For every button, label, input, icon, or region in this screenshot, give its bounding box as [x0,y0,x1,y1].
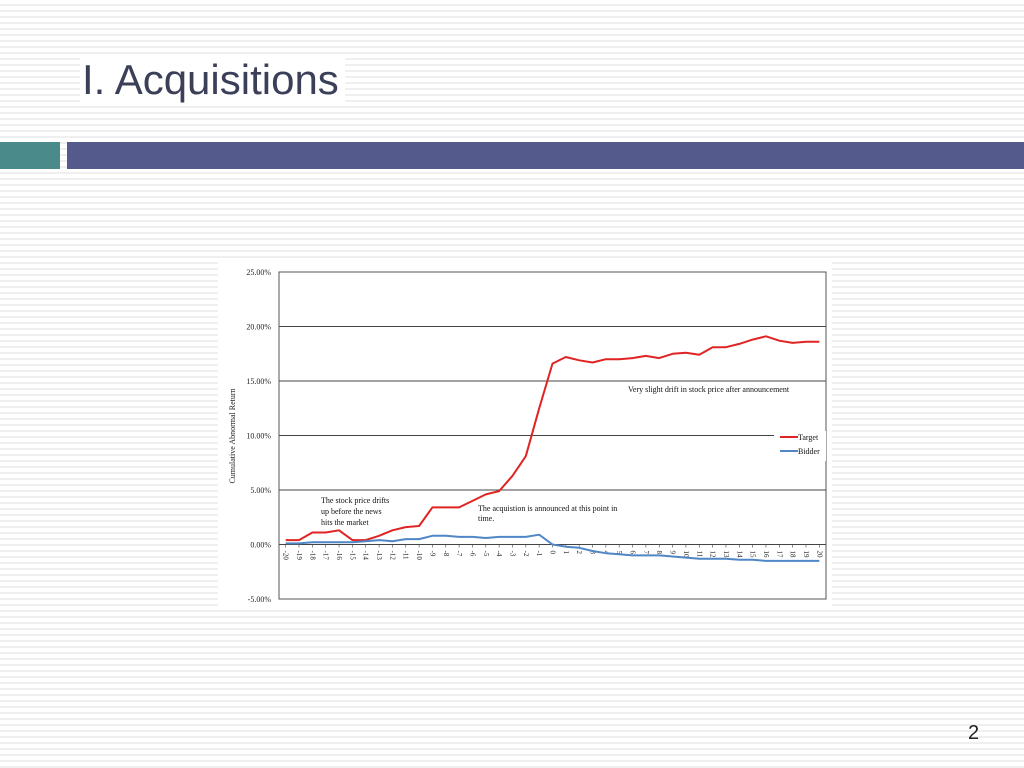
x-tick-label-1: -19 [295,551,303,561]
x-tick-label-7: -13 [375,551,383,561]
x-tick-label-33: 13 [722,551,730,559]
x-tick-label-0: -20 [282,551,290,561]
y-tick-label-1: 0.00% [250,541,271,550]
y-tick-label-5: 20.00% [246,323,271,332]
x-tick-label-38: 18 [789,551,797,559]
x-tick-label-10: -10 [415,551,423,561]
x-tick-label-27: 7 [642,551,650,555]
x-tick-label-17: -3 [508,551,516,557]
x-tick-label-21: 1 [562,551,570,555]
x-tick-label-39: 19 [802,551,810,559]
x-tick-label-23: 3 [589,551,597,555]
title-accent-bar-right [67,142,1024,169]
annotation-announcement-line-2: time. [478,514,494,523]
y-tick-label-6: 25.00% [246,268,271,277]
x-tick-label-19: -1 [535,551,543,557]
x-tick-label-40: 20 [815,551,823,559]
x-tick-label-20: 0 [549,551,557,555]
x-tick-label-6: -14 [362,551,370,561]
annotation-pre-drift-line-2: up before the news [321,507,382,516]
annotation-post-drift: Very slight drift in stock price after a… [628,385,790,394]
gridlines [279,326,826,545]
x-tick-label-9: -11 [402,551,410,561]
x-tick-label-28: 8 [655,551,663,555]
title-accent-bar-left [0,142,60,169]
x-tick-label-37: 17 [775,551,783,559]
annotation-pre-drift-line-3: hits the market [321,518,369,527]
legend-label-bidder: Bidder [798,447,820,456]
x-tick-label-31: 11 [695,551,703,558]
x-tick-label-36: 16 [762,551,770,559]
x-tick-label-35: 15 [749,551,757,559]
y-tick-label-2: 5.00% [250,486,271,495]
y-axis-ticks: -5.00% 0.00% 5.00% 10.00% 15.00% 20.00% 25.00% [246,268,271,604]
x-tick-label-26: 6 [629,551,637,555]
x-tick-label-29: 9 [669,551,677,555]
y-axis-label: Cumulative Abnormal Return [228,388,237,483]
annotation-announcement-line-1: The acquistion is announced at this poin… [478,504,617,513]
x-tick-label-34: 14 [735,551,743,559]
x-tick-label-11: -9 [428,551,436,557]
slide-number: 2 [968,722,980,744]
y-tick-label-0: -5.00% [248,595,272,604]
series-lines [285,335,820,562]
annotation-pre-drift-line-1: The stock price drifts [321,496,389,505]
x-tick-label-13: -7 [455,551,463,557]
legend: Target Bidder [774,431,826,461]
chart-container: -5.00% 0.00% 5.00% 10.00% 15.00% 20.00% 25.00%… [218,258,832,606]
x-tick-label-30: 10 [682,551,690,559]
x-tick-label-32: 12 [709,551,717,559]
legend-label-target: Target [798,433,819,442]
x-tick-label-18: -2 [522,551,530,557]
y-tick-label-4: 15.00% [246,377,271,386]
y-tick-label-3: 10.00% [246,432,271,441]
cumulative-abnormal-return-chart: -5.00% 0.00% 5.00% 10.00% 15.00% 20.00% 25.00%… [228,268,827,604]
annotation-pre-drift: The stock price drifts up before the new… [321,496,389,527]
x-tick-label-14: -6 [468,551,476,557]
x-axis-ticks: -20 -19 -18 -17 -16 -15 -14 -13 -12 -11 -10 -9 -8 -7-… [282,544,823,561]
slide-title: I. Acquisitions [80,56,345,104]
x-tick-label-3: -17 [322,551,330,561]
series-line-bidder [285,533,820,562]
x-tick-label-8: -12 [388,551,396,561]
x-tick-label-4: -16 [335,551,343,561]
x-tick-label-2: -18 [308,551,316,561]
x-tick-label-22: 2 [575,551,583,555]
x-tick-label-15: -5 [482,551,490,557]
x-tick-label-12: -8 [442,551,450,557]
x-tick-label-16: -4 [495,551,503,557]
annotation-announcement: The acquistion is announced at this poin… [478,504,617,523]
x-tick-label-25: 5 [615,551,623,555]
x-tick-label-5: -15 [348,551,356,561]
series-line-target [285,335,820,542]
